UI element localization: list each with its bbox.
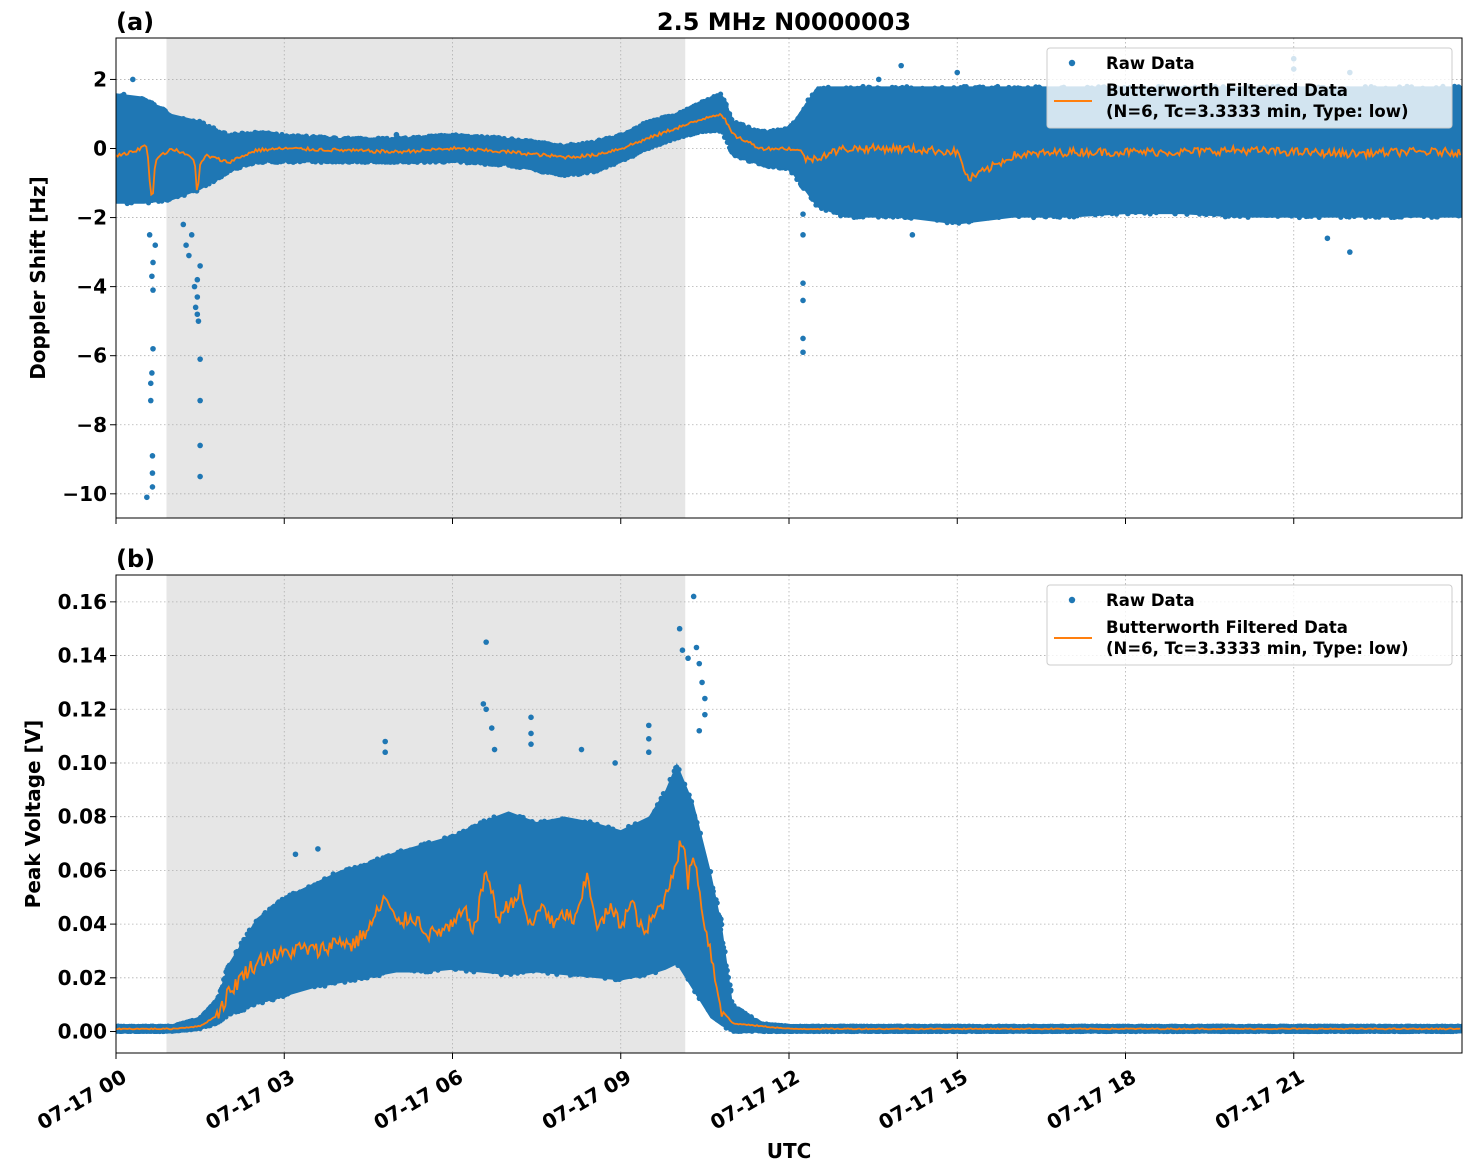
shaded-region [166,38,686,518]
figure-title: 2.5 MHz N0000003 [657,8,911,36]
